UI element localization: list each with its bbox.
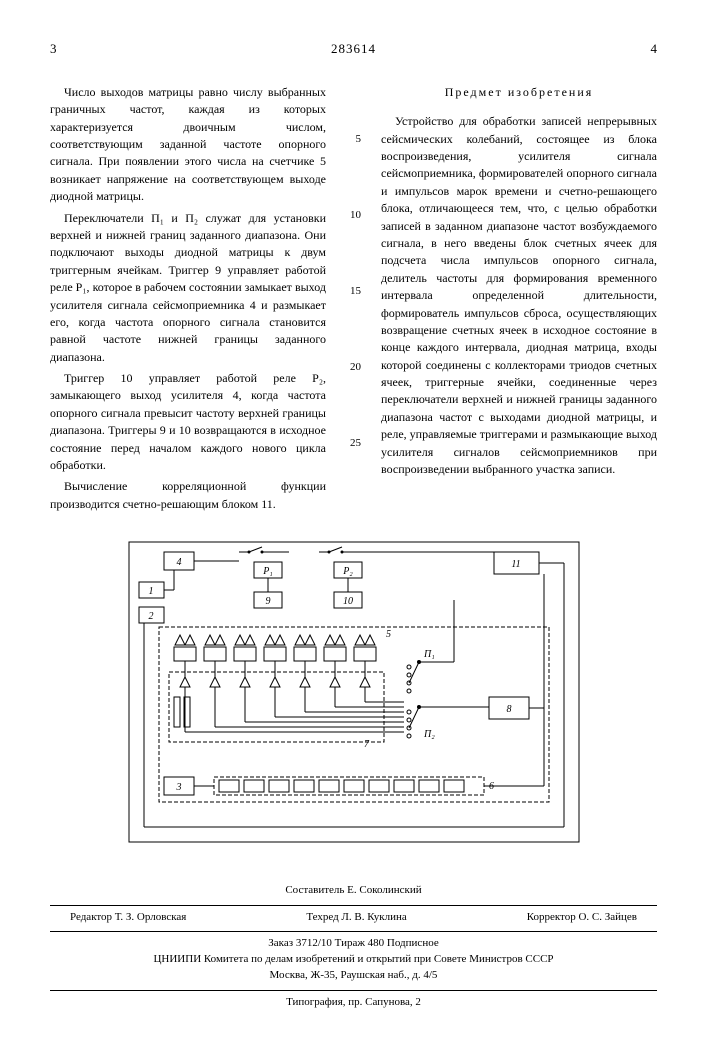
doc-number: 283614	[331, 40, 376, 59]
svg-text:1: 1	[148, 586, 153, 597]
svg-text:Р₁: Р₁	[262, 566, 273, 577]
svg-text:11: 11	[511, 559, 520, 570]
page-header: 3 283614 4	[50, 40, 657, 59]
footer: Составитель Е. Соколинский Редактор Т. З…	[50, 883, 657, 1012]
order-line: Заказ 3712/10 Тираж 480 Подписное	[50, 936, 657, 952]
text-columns: Число выходов матрицы равно числу выбран…	[50, 84, 657, 517]
circuit-diagram: 4 1 2 Р₁ Р₂ 9 10 11	[50, 537, 657, 852]
corrector: Корректор О. С. Зайцев	[527, 910, 637, 926]
editor: Редактор Т. З. Орловская	[70, 910, 186, 926]
svg-text:Р₂: Р₂	[342, 566, 353, 577]
org: ЦНИИПИ Комитета по делам изобретений и о…	[50, 952, 657, 968]
tech: Техред Л. В. Куклина	[306, 910, 406, 926]
page-right: 4	[651, 40, 658, 59]
diodes-top	[175, 635, 375, 645]
svg-text:3: 3	[175, 782, 181, 793]
typography: Типография, пр. Сапунова, 2	[50, 995, 657, 1011]
svg-text:2: 2	[148, 611, 153, 622]
svg-text:8: 8	[506, 704, 511, 715]
switch-p2: П₂	[407, 705, 435, 740]
bottom-cells	[219, 780, 464, 792]
left-p1: Число выходов матрицы равно числу выбран…	[50, 84, 326, 206]
svg-text:9: 9	[265, 596, 270, 607]
svg-text:7: 7	[364, 739, 370, 750]
address: Москва, Ж-35, Раушская наб., д. 4/5	[50, 968, 657, 984]
diagram-svg: 4 1 2 Р₁ Р₂ 9 10 11	[124, 537, 584, 847]
left-p2: Переключатели П₁ и П₂ служат для установ…	[50, 210, 326, 367]
svg-text:П₁: П₁	[423, 649, 435, 660]
switch-p1: П₁	[407, 649, 435, 693]
right-column: Предмет изобретения Устройство для обраб…	[381, 84, 657, 517]
left-p3: Триггер 10 управляет работой реле Р₂, за…	[50, 370, 326, 474]
right-p1: Устройство для обработки записей непреры…	[381, 113, 657, 478]
svg-text:4: 4	[176, 557, 181, 568]
svg-text:10: 10	[343, 596, 353, 607]
compiler: Составитель Е. Соколинский	[50, 883, 657, 899]
line-numbers: 5 10 15 20 25	[346, 84, 361, 517]
svg-text:П₂: П₂	[423, 729, 435, 740]
page-left: 3	[50, 40, 57, 59]
left-column: Число выходов матрицы равно числу выбран…	[50, 84, 326, 517]
svg-text:5: 5	[386, 629, 391, 640]
subject-title: Предмет изобретения	[381, 84, 657, 101]
left-p4: Вычисление корреляционной функции произв…	[50, 478, 326, 513]
